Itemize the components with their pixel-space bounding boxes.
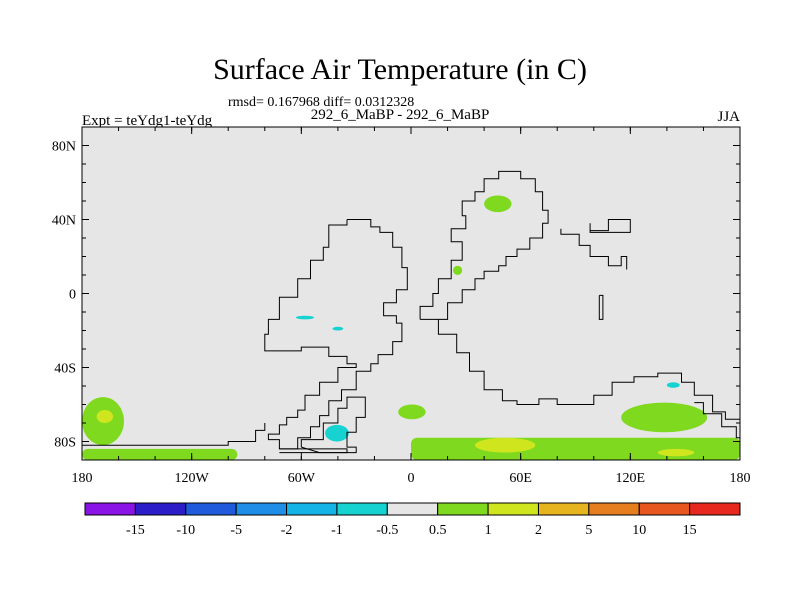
y-tick-label: 0 (69, 288, 76, 303)
map-background (82, 127, 740, 460)
y-tick-label: 80S (54, 436, 76, 451)
coastline-americas (264, 219, 408, 450)
map-plot-area (82, 127, 740, 460)
x-tick-label: 120W (175, 471, 210, 486)
coastlines (82, 170, 740, 454)
coastline-africa-south (437, 319, 740, 420)
x-tick-label: 0 (408, 471, 415, 486)
colorbar-swatch (185, 502, 237, 516)
x-tick-label: 60E (509, 471, 532, 486)
anomaly-antarctic-warm-core-atlantic (474, 437, 536, 453)
colorbar-swatch (386, 502, 439, 516)
coastline-antarctic-inner (279, 448, 348, 454)
experiment-label: Expt = teYdg1-teYdg (82, 113, 213, 129)
anomaly-antarctic-band-east (411, 437, 740, 460)
colorbar-label: 5 (585, 523, 592, 538)
colorbar-label: -10 (176, 523, 195, 538)
colorbar-label: 2 (535, 523, 542, 538)
colorbar-label: -2 (281, 523, 293, 538)
chart-title: Surface Air Temperature (in C) (213, 53, 587, 86)
anomaly-tropical-atlantic-cool-b (332, 326, 344, 331)
colorbar-label: -5 (230, 523, 242, 538)
colorbar-label: -0.5 (376, 523, 398, 538)
anomaly-antarctic-band-west (82, 448, 238, 460)
colorbar-label: 0.5 (429, 523, 447, 538)
colorbar-swatch (588, 502, 640, 516)
y-tick-label: 40N (52, 214, 76, 229)
colorbar-swatch (437, 502, 489, 516)
colorbar-swatch (134, 502, 187, 516)
coastline-antarctic-edge (82, 423, 266, 446)
colorbar-swatch (286, 502, 338, 516)
colorbar: -15 -10 -5 -2 -1 -0.5 0.5 1 2 5 10 15 (84, 502, 741, 538)
x-axis: 180 120W 60W 0 60E 120E 180 (72, 127, 751, 486)
colorbar-label: -15 (126, 523, 145, 538)
colorbar-swatch (84, 502, 136, 516)
x-tick-label: 180 (730, 471, 751, 486)
colorbar-label: -1 (331, 523, 343, 538)
colorbar-swatch (638, 502, 691, 516)
coastline-southern-arc (300, 396, 366, 454)
stats-subtitle: rmsd= 0.167968 diff= 0.0312328 (228, 95, 415, 110)
y-tick-label: 80N (52, 140, 76, 155)
anomaly-tropical-atlantic-cool-a (295, 315, 315, 320)
colorbar-swatch (235, 502, 288, 516)
coastline-east-asia (560, 228, 628, 270)
coastline-india (598, 294, 604, 320)
coastline-east-antarctic (694, 402, 740, 439)
colorbar-label: 1 (485, 523, 492, 538)
x-tick-label: 60W (288, 471, 316, 486)
anomaly-scotia-cool (325, 424, 349, 442)
x-tick-label: 120E (616, 471, 646, 486)
anomaly-southern-ocean-east (621, 402, 708, 433)
coastline-eurasia (419, 170, 549, 320)
anomaly-north-atlantic-patch (484, 195, 512, 213)
anomaly-indian-ocean-cool (666, 382, 680, 388)
colorbar-swatch (537, 502, 590, 516)
colorbar-swatch (689, 502, 741, 516)
season-label: JJA (717, 109, 740, 125)
y-tick-label: 40S (54, 362, 76, 377)
colorbar-swatch (487, 502, 539, 516)
coastline-north-island (589, 219, 631, 233)
anomaly-south-pacific-core (96, 410, 114, 423)
x-tick-label: 180 (72, 471, 93, 486)
colorbar-label: 15 (683, 523, 697, 538)
y-axis: 80N 40N 0 40S 80S (52, 126, 740, 461)
colorbar-label: 10 (632, 523, 646, 538)
anomaly-antarctic-warm-core-east (657, 448, 695, 457)
case-label: 292_6_MaBP - 292_6_MaBP (310, 107, 490, 123)
anomaly-south-atlantic-patch (398, 404, 426, 420)
colorbar-swatch (336, 502, 388, 516)
anomaly-mediterranean-patch (453, 265, 463, 275)
